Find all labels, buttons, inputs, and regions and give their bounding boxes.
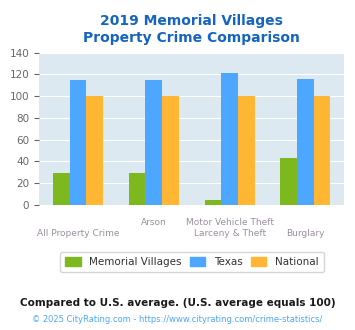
Bar [238,96,255,205]
Legend: Memorial Villages, Texas, National: Memorial Villages, Texas, National [60,251,324,272]
Bar [314,96,331,205]
Bar [297,79,314,205]
Text: Larceny & Theft: Larceny & Theft [193,229,266,238]
Text: Motor Vehicle Theft: Motor Vehicle Theft [186,218,274,227]
Bar [221,73,238,205]
Bar [162,96,179,205]
Bar [280,158,297,205]
Text: © 2025 CityRating.com - https://www.cityrating.com/crime-statistics/: © 2025 CityRating.com - https://www.city… [32,315,323,324]
Bar [146,80,162,205]
Bar [53,173,70,205]
Text: All Property Crime: All Property Crime [37,229,119,238]
Text: Arson: Arson [141,218,166,227]
Bar [129,173,146,205]
Text: Compared to U.S. average. (U.S. average equals 100): Compared to U.S. average. (U.S. average … [20,298,335,308]
Bar [70,80,86,205]
Bar [204,200,221,205]
Text: Burglary: Burglary [286,229,325,238]
Title: 2019 Memorial Villages
Property Crime Comparison: 2019 Memorial Villages Property Crime Co… [83,15,300,45]
Bar [86,96,103,205]
